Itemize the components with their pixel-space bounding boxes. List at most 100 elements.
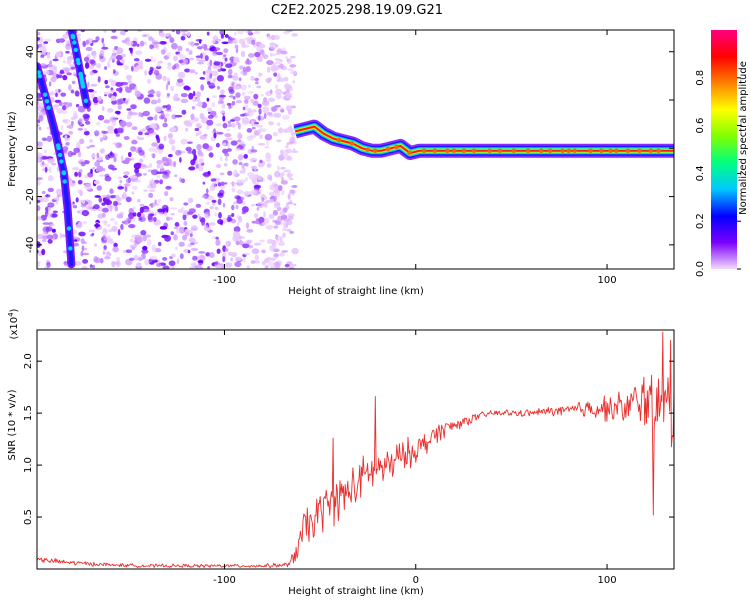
spectrogram-noise-blob [106,223,111,228]
spectrogram-noise-blob [251,126,256,130]
spectrogram-noise-blob [249,109,257,113]
spectrogram-noise-blob [208,222,216,226]
spectrogram-noise-blob [117,98,125,105]
spectrogram-noise-blob [279,252,285,257]
spectrogram-noise-blob [55,200,58,205]
spectrogram-noise-blob [263,201,268,208]
spectrogram-noise-blob [52,210,58,214]
spectrogram-noise-blob [53,104,59,110]
spectrogram-noise-blob [164,211,168,217]
spectrogram-noise-blob [180,93,188,98]
spectrogram-noise-blob [192,255,198,261]
spectrogram-noise-blob [80,30,86,33]
spectrogram-noise-blob [198,216,202,220]
spectrogram-noise-blob [283,76,289,82]
spectrogram-noise-blob [232,75,239,81]
spectrogram-y-tick-label: 0 [25,145,36,151]
spectrogram-noise-blob [103,30,107,33]
spectrogram-noise-blob [55,51,62,58]
spectrogram-noise-blob [92,264,95,269]
spectrogram-noise-blob [156,65,162,70]
spectrogram-noise-blob [170,213,175,216]
spectrogram-noise-blob [102,194,107,198]
spectrogram-noise-blob [266,139,269,147]
spectrogram-streak-peak [73,47,79,53]
spectrogram-noise-blob [76,33,81,37]
spectrogram-noise-blob [59,232,63,240]
spectrogram-noise-blob [110,35,118,40]
colorbar-gradient [711,30,737,269]
spectrogram-noise-blob [152,184,157,188]
spectrogram-noise-blob [277,64,282,68]
spectrogram-noise-blob [290,189,294,194]
spectrogram-noise-blob [238,161,243,166]
spectrogram-noise-blob [224,133,232,138]
spectrogram-noise-blob [232,81,235,89]
spectrogram-noise-blob [88,139,94,143]
spectrogram-noise-blob [232,159,238,165]
spectrogram-noise-blob [224,152,230,157]
spectrogram-streak-peak [57,152,63,158]
spectrogram-noise-blob [227,170,233,176]
spectrogram-noise-blob [214,38,221,42]
spectrogram-noise-blob [149,189,156,192]
spectrogram-noise-blob [41,137,47,142]
colorbar-tick-label: 0.0 [695,261,706,277]
spectrogram-noise-blob [253,242,262,246]
spectrogram-noise-blob [284,155,292,161]
spectrogram-noise-blob [72,229,78,235]
spectrogram-noise-blob [193,117,200,122]
spectrogram-noise-blob [47,202,55,208]
spectrogram-noise-blob [277,77,285,82]
spectrogram-noise-blob [176,258,180,265]
spectrogram-noise-blob [47,63,54,70]
spectrogram-noise-blob [166,216,170,222]
spectrogram-noise-blob [224,34,229,38]
spectrogram-noise-blob [231,204,235,211]
spectrogram-noise-blob [47,239,53,244]
spectrogram-panel: -100 100 -40 -20 0 20 40 Height of straight li… [7,29,675,297]
spectrogram-noise-blob [68,125,74,129]
spectrogram-noise-blob [210,178,217,182]
spectrogram-noise-blob [187,141,193,144]
spectrogram-streak-peak [76,60,81,66]
spectrogram-noise-blob [289,70,297,75]
spectrogram-noise-blob [110,54,117,61]
spectrogram-noise-blob [72,167,80,171]
spectrogram-noise-blob [65,142,70,146]
spectrogram-noise-blob [139,203,145,207]
spectrogram-noise-blob [211,40,216,44]
spectrogram-noise-blob [253,93,259,100]
spectrogram-noise-blob [109,188,114,195]
snr-series-line [37,331,674,569]
spectrogram-noise-blob [47,175,54,182]
spectrogram-noise-blob [150,202,154,209]
spectrogram-noise-blob [136,43,140,48]
spectrogram-noise-blob [65,43,71,50]
spectrogram-noise-blob [241,92,246,96]
spectrogram-noise-blob [264,133,273,141]
spectrogram-noise-blob [263,112,267,119]
spectrogram-noise-blob [267,66,271,73]
spectrogram-noise-blob [211,51,218,57]
spectrogram-noise-blob [139,158,144,163]
spectrogram-noise-blob [89,59,95,65]
spectrogram-noise-blob [254,51,261,58]
spectrogram-noise-blob [84,62,90,69]
spectrogram-noise-blob [73,239,78,242]
spectrogram-noise-blob [61,110,68,114]
spectrogram-noise-blob [193,154,197,161]
spectrogram-noise-blob [287,68,294,71]
spectrogram-noise-blob [97,76,101,83]
spectrogram-noise-blob [159,41,167,45]
snr-axes: -100 0 100 0.5 1.0 1.5 2.0 [23,330,674,586]
spectrogram-noise-blob [273,112,282,118]
spectrogram-noise-blob [101,46,109,50]
spectrogram-noise-blob [270,106,277,112]
spectrogram-noise-blob [247,91,254,94]
spectrogram-noise-blob [103,245,107,251]
spectrogram-noise-blob [235,92,241,98]
spectrogram-noise-blob [218,212,222,219]
spectrogram-noise-blob [120,155,124,162]
spectrogram-noise-blob [206,97,210,102]
